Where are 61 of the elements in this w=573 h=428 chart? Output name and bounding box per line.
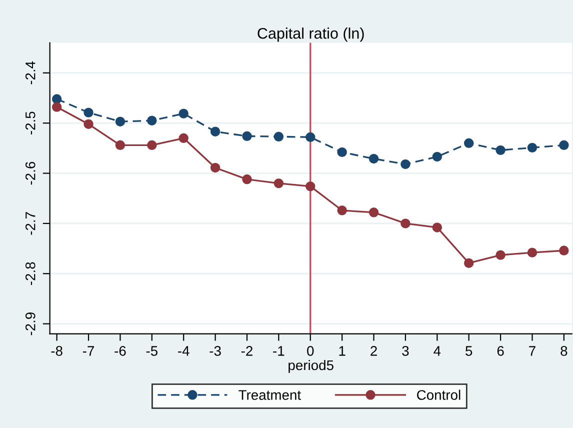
point bbox=[432, 152, 442, 162]
point bbox=[464, 138, 474, 148]
point bbox=[527, 248, 538, 258]
y-tick-label: -2.5 bbox=[25, 112, 36, 134]
x-tick-label: -6 bbox=[114, 346, 126, 356]
point bbox=[242, 131, 252, 141]
x-tick-label: -1 bbox=[273, 346, 284, 356]
legend-label: Treatment bbox=[238, 390, 301, 400]
point bbox=[432, 222, 442, 232]
x-tick-label: -7 bbox=[82, 346, 94, 356]
point bbox=[147, 140, 157, 150]
y-tick-label: -2.4 bbox=[25, 61, 36, 84]
x-tick-label: -4 bbox=[178, 346, 190, 356]
x-tick-label: 4 bbox=[434, 346, 441, 356]
x-axis-title: period5 bbox=[288, 360, 334, 373]
point bbox=[242, 174, 252, 184]
point bbox=[52, 94, 62, 104]
x-tick-label: 3 bbox=[402, 346, 409, 356]
point bbox=[147, 116, 157, 126]
point bbox=[368, 208, 379, 218]
point bbox=[337, 206, 347, 216]
y-tick-label: -2.9 bbox=[25, 312, 36, 336]
point bbox=[52, 102, 62, 112]
point bbox=[210, 162, 220, 173]
point bbox=[559, 140, 569, 150]
x-tick-label: 2 bbox=[370, 346, 377, 356]
x-tick-label: -2 bbox=[241, 346, 252, 356]
point bbox=[306, 132, 316, 142]
chart-title: Capital ratio (ln) bbox=[258, 28, 364, 42]
x-tick-label: -5 bbox=[146, 346, 158, 356]
point bbox=[400, 218, 410, 228]
point bbox=[496, 250, 506, 260]
x-tick-label: 1 bbox=[339, 346, 346, 356]
point bbox=[559, 246, 569, 256]
point bbox=[306, 181, 316, 192]
x-tick-label: 5 bbox=[466, 346, 472, 356]
point bbox=[464, 258, 474, 268]
point bbox=[210, 126, 220, 136]
point bbox=[115, 116, 126, 126]
x-tick-label: 6 bbox=[497, 346, 504, 356]
point bbox=[337, 147, 347, 158]
point bbox=[400, 159, 410, 170]
y-tick-label: -2.7 bbox=[25, 212, 36, 235]
point bbox=[368, 154, 379, 164]
y-tick-label: -2.8 bbox=[25, 262, 36, 285]
point bbox=[496, 145, 506, 156]
x-tick-label: -8 bbox=[51, 346, 62, 356]
legend-label: Control bbox=[417, 390, 460, 400]
point bbox=[178, 133, 188, 143]
y-tick-label: -2.6 bbox=[25, 162, 36, 185]
point bbox=[527, 142, 538, 153]
x-tick-label: 7 bbox=[529, 346, 536, 356]
point bbox=[84, 108, 94, 118]
point bbox=[84, 119, 94, 129]
x-tick-label: -3 bbox=[210, 346, 221, 356]
point bbox=[115, 140, 126, 150]
point bbox=[274, 178, 284, 188]
x-tick-label: 0 bbox=[307, 346, 314, 356]
x-tick-label: 8 bbox=[560, 346, 568, 356]
point bbox=[178, 108, 188, 118]
point bbox=[274, 132, 284, 142]
